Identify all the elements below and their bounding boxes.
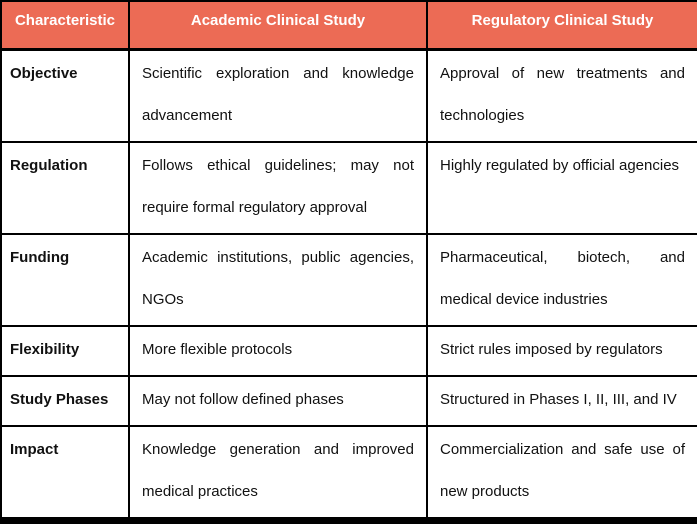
header-cell-academic-study: Academic Clinical Study — [128, 0, 428, 51]
cell-text-line: Structured in Phases I, II, III, and IV — [440, 391, 677, 408]
header-row: Characteristic Academic Clinical Study R… — [0, 0, 697, 51]
academic-study-cell: Follows ethical guidelines; may not requi… — [128, 141, 428, 235]
cell-text-line: require formal regulatory approval — [142, 199, 368, 216]
table-row: Study Phases May not follow defined phase… — [0, 375, 697, 427]
cell-text-line: new products — [440, 483, 530, 500]
regulatory-study-cell: Strict rules imposed by regulators — [426, 325, 697, 377]
table-row: Regulation Follows ethical guidelines; ma… — [0, 141, 697, 235]
regulatory-study-cell: Commercialization and safe use of new pro… — [426, 425, 697, 522]
characteristic-label: Study Phases — [10, 391, 109, 408]
table-row: Funding Academic institutions, public age… — [0, 233, 697, 327]
characteristic-label: Funding — [10, 249, 70, 266]
cell-text-line: NGOs — [142, 291, 184, 308]
academic-study-cell: Scientific exploration and knowledge adva… — [128, 48, 428, 143]
table-row: Flexibility More flexible protocols Strict… — [0, 325, 697, 377]
cell-text-line: Follows ethical guidelines; may not — [142, 157, 414, 174]
header-cell-regulatory-study: Regulatory Clinical Study — [426, 0, 697, 51]
cell-text-line: Strict rules imposed by regulators — [440, 341, 663, 358]
cell-text-line: Scientific exploration and knowledge — [142, 65, 414, 82]
cell-text-line: medical practices — [142, 483, 258, 500]
cell-text-line: Highly regulated by official agencies — [440, 157, 680, 174]
table-row: Objective Scientific exploration and know… — [0, 48, 697, 143]
characteristic-cell: Regulation — [0, 141, 130, 235]
table-row: Impact Knowledge generation and improved m… — [0, 425, 697, 522]
academic-study-cell: More flexible protocols — [128, 325, 428, 377]
cell-text-line: advancement — [142, 107, 233, 124]
characteristic-label: Regulation — [10, 157, 88, 174]
regulatory-study-cell: Pharmaceutical, biotech, and medical devi… — [426, 233, 697, 327]
characteristic-label: Impact — [10, 441, 59, 458]
cell-text-line: Knowledge generation and improved — [142, 441, 414, 458]
characteristic-cell: Study Phases — [0, 375, 130, 427]
academic-study-cell: May not follow defined phases — [128, 375, 428, 427]
cell-text-line: technologies — [440, 107, 525, 124]
cell-text-line: More flexible protocols — [142, 341, 293, 358]
academic-study-cell: Knowledge generation and improved medical… — [128, 425, 428, 522]
cell-text-line: Commercialization and safe use of — [440, 441, 685, 458]
regulatory-study-cell: Structured in Phases I, II, III, and IV — [426, 375, 697, 427]
header-cell-characteristic: Characteristic — [0, 0, 130, 51]
characteristic-cell: Flexibility — [0, 325, 130, 377]
academic-study-cell: Academic institutions, public agencies, N… — [128, 233, 428, 327]
characteristic-cell: Impact — [0, 425, 130, 522]
characteristic-cell: Objective — [0, 48, 130, 143]
cell-text-line: Approval of new treatments and — [440, 65, 685, 82]
cell-text-line: Academic institutions, public agencies, — [142, 249, 414, 266]
characteristic-label: Objective — [10, 65, 78, 82]
cell-text-line: Pharmaceutical, biotech, and — [440, 249, 685, 266]
characteristic-label: Flexibility — [10, 341, 80, 358]
regulatory-study-cell: Highly regulated by official agencies — [426, 141, 697, 235]
cell-text-line: medical device industries — [440, 291, 608, 308]
cell-text-line: May not follow defined phases — [142, 391, 344, 408]
characteristic-cell: Funding — [0, 233, 130, 327]
regulatory-study-cell: Approval of new treatments and technologi… — [426, 48, 697, 143]
